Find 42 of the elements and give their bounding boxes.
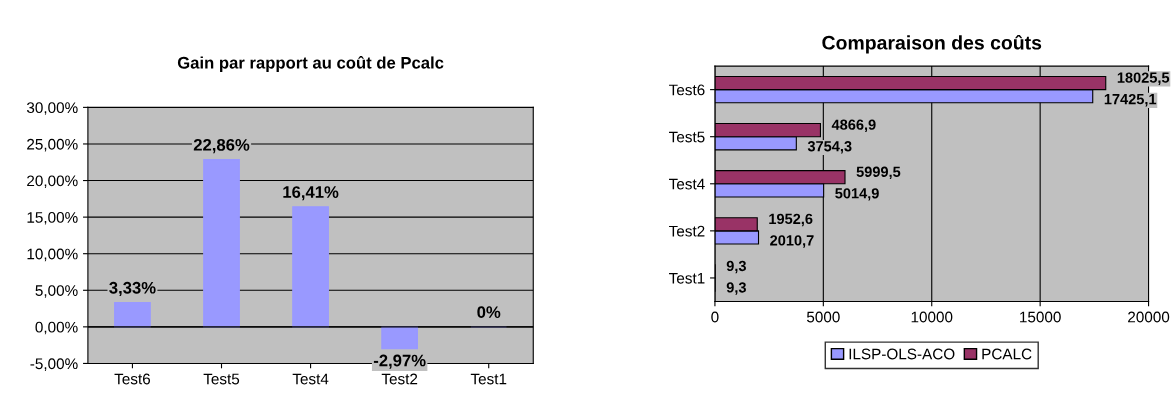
- data-label: -2,97%: [373, 354, 426, 369]
- data-label: 9,3: [726, 260, 746, 274]
- data-label: 3754,3: [807, 141, 852, 154]
- legend-label: ILSP-OLS-ACO: [849, 348, 955, 360]
- y-tick-label: 5,00%: [35, 285, 78, 298]
- x-tick-label: 15000: [1020, 311, 1061, 323]
- data-label: 9,3: [726, 282, 746, 295]
- data-label: 17425,1: [1104, 93, 1157, 107]
- data-label: 1952,6: [769, 213, 813, 227]
- x-tick-label: Test4: [292, 373, 329, 385]
- x-tick-label: Test2: [381, 373, 418, 385]
- x-tick-label: Test6: [114, 373, 151, 385]
- y-tick-label: 30,00%: [26, 102, 78, 115]
- y-tick-label: Test1: [669, 272, 705, 284]
- data-label: 5014,9: [835, 188, 879, 201]
- data-label: 4866,9: [831, 119, 876, 132]
- x-tick-label: 20000: [1128, 311, 1170, 323]
- legend-label: PCALC: [982, 348, 1032, 360]
- y-tick-label: 25,00%: [27, 138, 78, 152]
- y-tick-label: 20,00%: [27, 175, 78, 189]
- x-tick-label: 0: [711, 311, 719, 323]
- x-tick-label: Test5: [203, 373, 240, 385]
- data-label: 3,33%: [109, 281, 156, 297]
- data-label: 2010,7: [770, 235, 814, 248]
- x-tick-label: 10000: [911, 311, 953, 323]
- data-label: 5999,5: [856, 166, 901, 180]
- data-label: 0%: [477, 306, 501, 319]
- y-tick-label: Test4: [669, 178, 705, 190]
- y-tick-label: 0,00%: [35, 321, 78, 335]
- data-label: 22,86%: [193, 138, 250, 154]
- chart-title: Comparaison des coûts: [822, 34, 1042, 54]
- data-label: 18025,5: [1117, 72, 1170, 85]
- y-tick-label: 15,00%: [27, 211, 78, 225]
- y-tick-label: 10,00%: [27, 248, 78, 262]
- y-tick-label: Test6: [669, 84, 705, 96]
- chart-title: Gain par rapport au coût de Pcalc: [177, 56, 444, 72]
- x-tick-label: 5000: [806, 311, 840, 323]
- x-tick-label: Test1: [470, 373, 507, 385]
- y-tick-label: -5,00%: [30, 358, 78, 371]
- data-label: 16,41%: [283, 186, 339, 201]
- y-tick-label: Test2: [669, 225, 705, 237]
- y-tick-label: Test5: [669, 131, 705, 143]
